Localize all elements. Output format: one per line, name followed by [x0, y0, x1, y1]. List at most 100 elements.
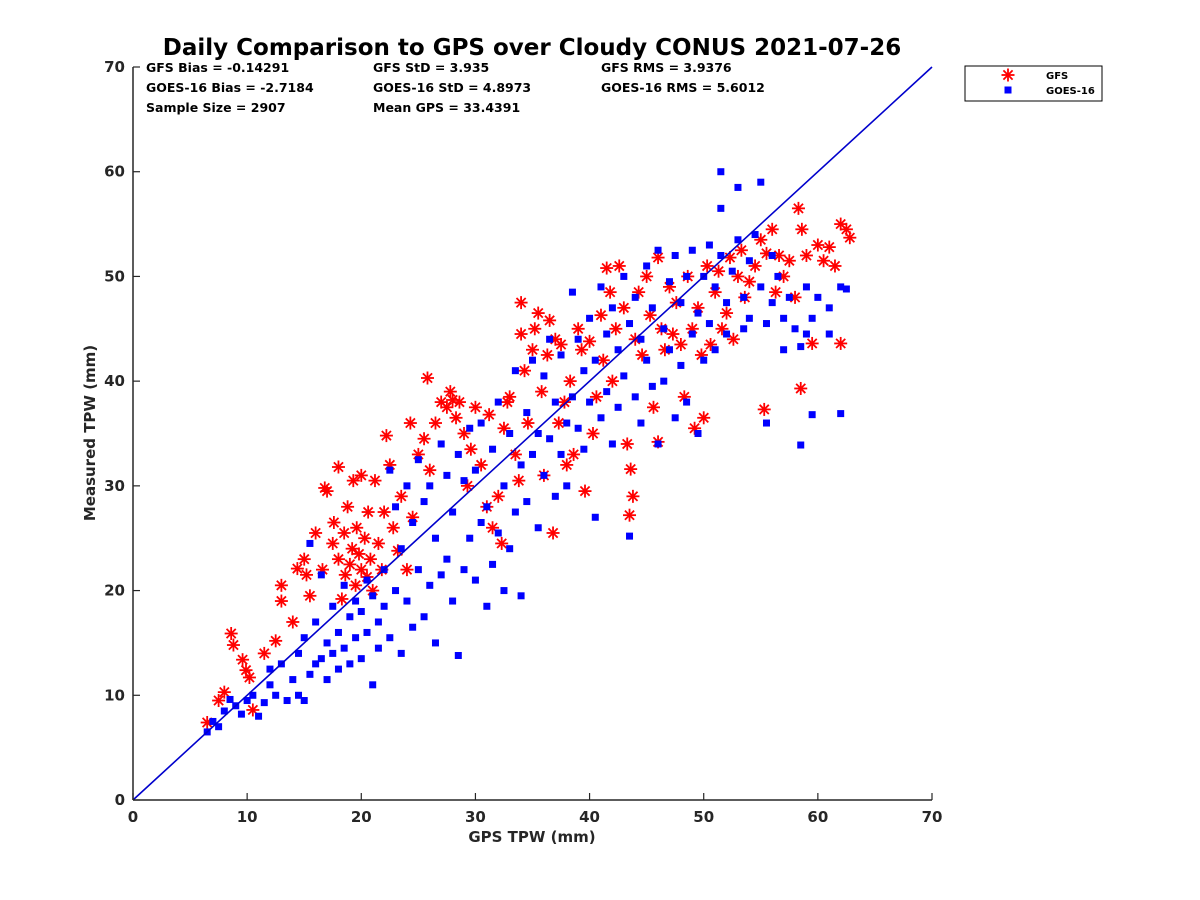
gfs-point [371, 536, 385, 550]
gfs-point [531, 306, 545, 320]
goes-16-point [386, 466, 394, 474]
gfs-point [742, 275, 756, 289]
gfs-point [358, 531, 372, 545]
gfs-point [449, 411, 463, 425]
stat-goes-rms: GOES-16 RMS = 5.6012 [601, 80, 765, 95]
gfs-point [345, 542, 359, 556]
goes-16-point [717, 251, 725, 259]
goes-16-point [363, 576, 371, 584]
gfs-point [346, 474, 360, 488]
goes-16-point [608, 440, 616, 448]
goes-16-point [620, 372, 628, 380]
goes-16-point [711, 346, 719, 354]
y-tick-label: 10 [104, 686, 125, 704]
gfs-point [612, 259, 626, 273]
goes-16-point [266, 681, 274, 689]
goes-16-point [403, 482, 411, 490]
gfs-point [726, 332, 740, 346]
gfs-point [772, 248, 786, 262]
gfs-point [620, 437, 634, 451]
goes-16-point [700, 356, 708, 364]
goes-16-point [802, 283, 810, 291]
goes-16-point [420, 613, 428, 621]
goes-16-point [791, 325, 799, 333]
y-axis-label: Measured TPW (mm) [81, 345, 99, 521]
goes-16-point [677, 361, 685, 369]
goes-16-point [300, 634, 308, 642]
goes-16-point [266, 665, 274, 673]
goes-16-point [740, 293, 748, 301]
gfs-point [491, 489, 505, 503]
goes-16-point [323, 639, 331, 647]
goes-16-point [757, 178, 765, 186]
gfs-point [452, 395, 466, 409]
goes-16-point [460, 477, 468, 485]
y-tick-label: 60 [104, 163, 125, 181]
y-tick-label: 50 [104, 267, 125, 285]
gfs-point [791, 201, 805, 215]
gfs-point [666, 327, 680, 341]
goes-16-point [243, 697, 251, 705]
goes-16-point [551, 398, 559, 406]
gfs-point [394, 489, 408, 503]
goes-16-point [334, 628, 342, 636]
goes-16-point [551, 492, 559, 500]
goes-16-point [494, 529, 502, 537]
gfs-point [468, 400, 482, 414]
goes-16-point [671, 251, 679, 259]
gfs-point [834, 336, 848, 350]
goes-16-point [460, 566, 468, 574]
goes-16-point [317, 655, 325, 663]
gfs-point [343, 557, 357, 571]
goes-16-point [768, 251, 776, 259]
legend-marker-goes-16 [1004, 86, 1012, 94]
goes-16-point [511, 367, 519, 375]
y-tick-label: 30 [104, 477, 125, 495]
goes-16-point [489, 445, 497, 453]
gfs-point [586, 427, 600, 440]
goes-16-point [409, 519, 417, 527]
goes-16-point [825, 330, 833, 338]
gfs-point [651, 251, 665, 265]
gfs-point [720, 306, 734, 320]
goes-16-point [409, 623, 417, 631]
gfs-point [236, 653, 250, 667]
gfs-point [377, 505, 391, 519]
goes-16-point [386, 634, 394, 642]
gfs-point [440, 400, 454, 414]
gfs-point [817, 254, 831, 268]
gfs-point [843, 231, 857, 245]
goes-16-point [648, 382, 656, 390]
goes-16-point [745, 314, 753, 322]
goes-16-point [260, 699, 268, 707]
goes-16-point [626, 532, 634, 540]
gfs-point [540, 348, 554, 362]
goes-16-point [683, 398, 691, 406]
gfs-point [554, 337, 568, 351]
gfs-point [361, 505, 375, 519]
goes-16-point [842, 285, 850, 293]
stat-gfs-std: GFS StD = 3.935 [373, 60, 489, 75]
goes-16-point [728, 267, 736, 275]
gfs-point [331, 552, 345, 566]
one-to-one-line [132, 66, 933, 801]
goes-16-point [449, 508, 457, 516]
goes-16-point [209, 717, 217, 725]
gfs-point [354, 563, 368, 577]
goes-16-point [397, 649, 405, 657]
goes-16-point [660, 377, 668, 385]
goes-16-point [369, 592, 377, 600]
gfs-point [528, 322, 542, 336]
goes-16-point [797, 441, 805, 449]
goes-16-point [363, 628, 371, 636]
goes-16-point [597, 414, 605, 422]
goes-16-point [454, 450, 462, 458]
gfs-point [557, 395, 571, 409]
gfs-point [526, 343, 539, 357]
goes-16-point [329, 602, 337, 610]
x-tick-label: 50 [693, 808, 714, 826]
goes-16-point [397, 545, 405, 553]
goes-16-point [603, 330, 611, 338]
goes-16-point [711, 283, 719, 291]
goes-16-point [546, 435, 554, 443]
